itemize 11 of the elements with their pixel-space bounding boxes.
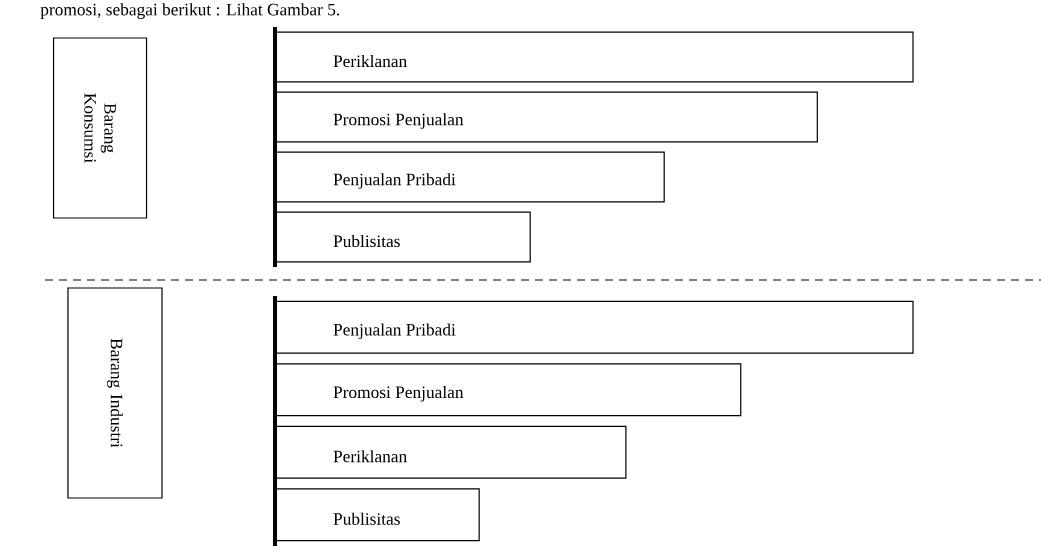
y-axis-title: Barang Industri: [107, 338, 123, 448]
y-tick-label: Promosi Penjualan: [333, 385, 464, 402]
y-tick-label: Penjualan Pribadi: [333, 323, 456, 340]
text: promosi, sebagai berikut : Lihat Gambar 5.: [40, 3, 340, 20]
y-axis-title: Barang Konsumsi: [84, 93, 116, 163]
y-tick-label: Publisitas: [333, 512, 400, 525]
y-tick-label: Promosi Penjualan: [333, 113, 464, 129]
y-tick-label: Periklanan: [333, 450, 407, 463]
y-tick-label: Penjualan Pribadi: [333, 173, 456, 189]
y-tick-label: Publisitas: [333, 234, 400, 248]
y-tick-label: Periklanan: [333, 54, 407, 68]
